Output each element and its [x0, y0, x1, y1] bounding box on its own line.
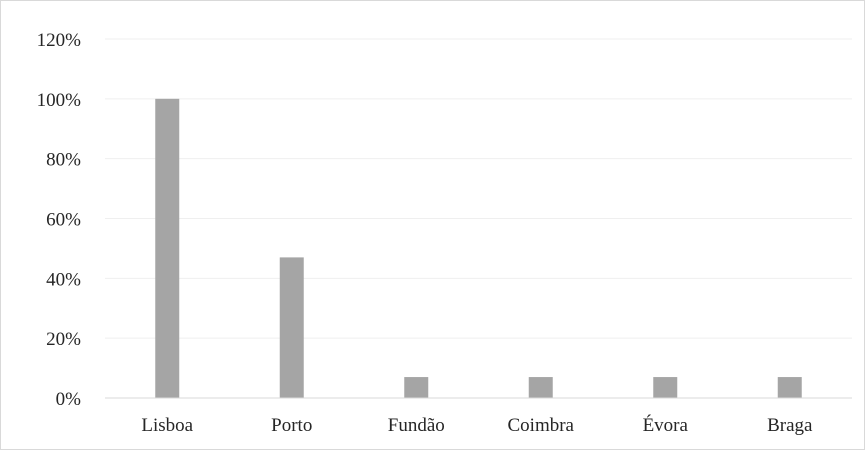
- bar: [528, 377, 553, 398]
- y-tick-label: 40%: [46, 269, 81, 290]
- x-tick-label: Lisboa: [141, 415, 193, 436]
- bars: [155, 98, 802, 398]
- x-tick-label: Évora: [643, 414, 689, 436]
- gridlines: [105, 38, 852, 339]
- y-tick-label: 100%: [37, 90, 82, 111]
- y-tick-label: 0%: [56, 389, 82, 410]
- y-tick-label: 80%: [46, 150, 81, 171]
- bar: [777, 377, 802, 398]
- x-tick-label: Porto: [271, 415, 312, 436]
- bar: [653, 377, 678, 398]
- tick-labels: 0% 20% 40% 60% 80% 100% 120% Lisboa Porto Fundão C…: [37, 30, 813, 436]
- x-tick-label: Coimbra: [508, 415, 575, 436]
- bar: [404, 377, 429, 398]
- x-tick-label: Braga: [767, 415, 813, 436]
- y-tick-label: 120%: [37, 30, 82, 51]
- y-tick-label: 20%: [46, 329, 81, 350]
- y-tick-label: 60%: [46, 210, 81, 231]
- x-tick-label: Fundão: [388, 415, 445, 436]
- bar: [155, 98, 180, 398]
- bar: [279, 257, 304, 398]
